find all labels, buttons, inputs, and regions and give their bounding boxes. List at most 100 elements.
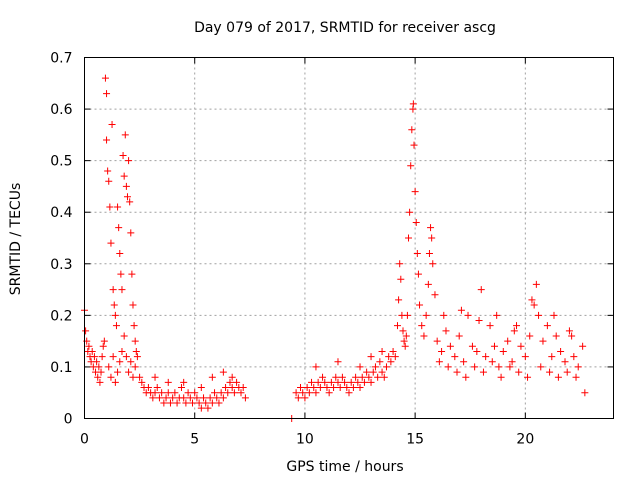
data-point <box>572 373 580 381</box>
data-point <box>108 121 116 129</box>
data-point <box>457 306 465 314</box>
data-point <box>400 337 408 345</box>
data-point <box>101 74 109 82</box>
data-point <box>365 373 373 381</box>
data-point <box>517 342 525 350</box>
data-point <box>550 311 558 319</box>
data-point <box>330 384 338 392</box>
data-point <box>453 368 461 376</box>
data-point <box>100 337 108 345</box>
data-point <box>182 399 190 407</box>
data-point <box>515 368 523 376</box>
data-point <box>391 353 399 361</box>
data-point <box>114 368 122 376</box>
data-point <box>184 389 192 397</box>
data-point <box>98 353 106 361</box>
data-point <box>116 249 124 257</box>
data-point <box>297 384 305 392</box>
data-point <box>107 373 115 381</box>
data-point <box>475 317 483 325</box>
data-point <box>327 378 335 386</box>
data-point <box>164 389 172 397</box>
data-point <box>109 353 117 361</box>
data-point <box>166 399 174 407</box>
data-point <box>130 322 138 330</box>
data-point <box>321 378 329 386</box>
y-tick-label: 0.4 <box>50 205 72 221</box>
data-point <box>477 286 485 294</box>
data-point <box>411 188 419 196</box>
data-point <box>312 389 320 397</box>
data-point <box>444 363 452 371</box>
data-point <box>407 162 415 170</box>
data-point <box>155 394 163 402</box>
data-point <box>486 322 494 330</box>
x-tick-label: 10 <box>296 432 314 448</box>
data-point <box>323 384 331 392</box>
data-point <box>94 373 102 381</box>
data-point <box>380 373 388 381</box>
data-point <box>435 358 443 366</box>
data-point <box>104 167 112 175</box>
data-point <box>526 332 534 340</box>
data-point <box>532 280 540 288</box>
data-point <box>109 286 117 294</box>
data-point <box>314 378 322 386</box>
data-point <box>95 363 103 371</box>
data-point <box>116 358 124 366</box>
data-point <box>468 342 476 350</box>
data-point <box>292 389 300 397</box>
y-tick-label: 0.6 <box>50 102 72 118</box>
data-point <box>127 358 135 366</box>
data-point <box>424 280 432 288</box>
data-point <box>508 358 516 366</box>
data-point <box>149 394 157 402</box>
data-point <box>428 234 436 242</box>
data-point <box>111 311 119 319</box>
data-point <box>122 182 130 190</box>
data-point <box>548 353 556 361</box>
data-point <box>413 249 421 257</box>
data-point <box>219 368 227 376</box>
data-point <box>180 378 188 386</box>
data-point <box>345 389 353 397</box>
data-point <box>151 373 159 381</box>
data-point <box>118 347 126 355</box>
data-point <box>488 358 496 366</box>
data-point <box>338 373 346 381</box>
data-point <box>378 368 386 376</box>
data-point <box>343 384 351 392</box>
data-point <box>299 389 307 397</box>
data-point <box>402 332 410 340</box>
data-point <box>482 353 490 361</box>
data-point <box>121 131 129 139</box>
y-axis-label: SRMTID / TECUs <box>8 183 24 296</box>
data-point <box>120 172 128 180</box>
data-point <box>554 373 562 381</box>
data-point <box>197 384 205 392</box>
x-tick-label: 5 <box>190 432 199 448</box>
data-point <box>378 347 386 355</box>
data-point <box>119 151 127 159</box>
data-point <box>122 353 130 361</box>
data-point <box>129 373 137 381</box>
data-point <box>403 311 411 319</box>
data-point <box>117 270 125 278</box>
data-point <box>202 399 210 407</box>
data-point <box>316 384 324 392</box>
data-point <box>325 389 333 397</box>
data-point <box>557 347 565 355</box>
data-point <box>433 337 441 345</box>
data-point <box>110 301 118 309</box>
data-point <box>358 373 366 381</box>
data-point <box>217 389 225 397</box>
data-point <box>367 353 375 361</box>
data-point <box>230 389 238 397</box>
data-point <box>128 270 136 278</box>
y-tick-label: 0.1 <box>50 360 72 376</box>
data-point <box>513 322 521 330</box>
data-point <box>131 363 139 371</box>
data-point <box>219 394 227 402</box>
data-point <box>356 363 364 371</box>
data-point <box>543 322 551 330</box>
